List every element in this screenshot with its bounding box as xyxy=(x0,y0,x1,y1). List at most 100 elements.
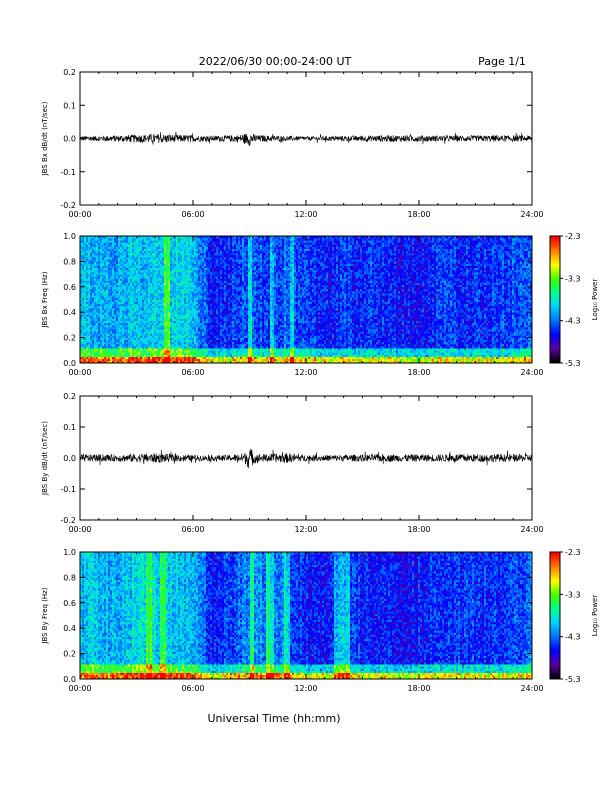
heatmap-cell xyxy=(112,352,114,354)
heatmap-cell xyxy=(148,238,150,240)
heatmap-cell xyxy=(142,300,144,302)
heatmap-cell xyxy=(168,340,170,342)
heatmap-cell xyxy=(198,274,200,276)
heatmap-cell xyxy=(98,333,100,335)
heatmap-cell xyxy=(114,278,116,280)
heatmap-cell xyxy=(206,274,208,276)
heatmap-cell xyxy=(208,270,210,272)
heatmap-cell xyxy=(134,306,136,308)
heatmap-cell xyxy=(94,276,96,278)
heatmap-cell xyxy=(226,344,228,346)
heatmap-cell xyxy=(98,255,100,257)
heatmap-cell xyxy=(236,253,238,255)
heatmap-cell xyxy=(98,249,100,251)
heatmap-cell xyxy=(186,346,188,348)
heatmap-cell xyxy=(120,242,122,244)
heatmap-cell xyxy=(124,240,126,242)
heatmap-cell xyxy=(112,295,114,297)
heatmap-cell xyxy=(194,316,196,318)
heatmap-cell xyxy=(106,316,108,318)
heatmap-cell xyxy=(178,357,180,359)
heatmap-cell xyxy=(224,323,226,325)
heatmap-cell xyxy=(146,251,148,253)
heatmap-cell xyxy=(106,251,108,253)
heatmap-cell xyxy=(206,295,208,297)
heatmap-cell xyxy=(220,331,222,333)
heatmap-cell xyxy=(184,259,186,261)
heatmap-cell xyxy=(116,327,118,329)
heatmap-cell xyxy=(208,251,210,253)
heatmap-cell xyxy=(214,308,216,310)
heatmap-cell xyxy=(180,319,182,321)
heatmap-cell xyxy=(204,304,206,306)
heatmap-cell xyxy=(124,259,126,261)
heatmap-cell xyxy=(100,240,102,242)
heatmap-cell xyxy=(192,312,194,314)
heatmap-cell xyxy=(172,285,174,287)
heatmap-cell xyxy=(128,338,130,340)
heatmap-cell xyxy=(126,240,128,242)
heatmap-cell xyxy=(170,333,172,335)
heatmap-cell xyxy=(242,293,244,295)
heatmap-cell xyxy=(218,280,220,282)
heatmap-cell xyxy=(140,308,142,310)
heatmap-cell xyxy=(204,327,206,329)
heatmap-cell xyxy=(146,255,148,257)
heatmap-cell xyxy=(232,319,234,321)
heatmap-cell xyxy=(108,297,110,299)
heatmap-cell xyxy=(220,312,222,314)
heatmap-cell xyxy=(156,293,158,295)
heatmap-cell xyxy=(242,338,244,340)
heatmap-cell xyxy=(214,331,216,333)
heatmap-cell xyxy=(82,357,84,359)
heatmap-cell xyxy=(176,302,178,304)
heatmap-cell xyxy=(188,240,190,242)
heatmap-cell xyxy=(200,278,202,280)
heatmap-cell xyxy=(182,308,184,310)
heatmap-cell xyxy=(168,242,170,244)
heatmap-cell xyxy=(120,253,122,255)
heatmap-cell xyxy=(154,270,156,272)
heatmap-cell xyxy=(242,268,244,270)
heatmap-cell xyxy=(212,287,214,289)
heatmap-cell xyxy=(166,283,168,285)
heatmap-cell xyxy=(92,291,94,293)
heatmap-cell xyxy=(142,335,144,337)
heatmap-cell xyxy=(130,253,132,255)
heatmap-cell xyxy=(182,312,184,314)
heatmap-cell xyxy=(90,278,92,280)
heatmap-cell xyxy=(96,247,98,249)
heatmap-cell xyxy=(102,312,104,314)
heatmap-cell xyxy=(222,352,224,354)
heatmap-cell xyxy=(86,274,88,276)
heatmap-cell xyxy=(170,261,172,263)
heatmap-cell xyxy=(228,264,230,266)
heatmap-cell xyxy=(112,242,114,244)
heatmap-cell xyxy=(186,340,188,342)
heatmap-cell xyxy=(122,247,124,249)
heatmap-cell xyxy=(132,283,134,285)
heatmap-cell xyxy=(226,238,228,240)
heatmap-cell xyxy=(134,308,136,310)
heatmap-cell xyxy=(242,295,244,297)
heatmap-cell xyxy=(240,261,242,263)
heatmap-cell xyxy=(186,272,188,274)
heatmap-cell xyxy=(136,297,138,299)
heatmap-cell xyxy=(102,342,104,344)
heatmap-cell xyxy=(142,359,144,361)
heatmap-cell xyxy=(192,344,194,346)
heatmap-cell xyxy=(224,238,226,240)
heatmap-cell xyxy=(206,331,208,333)
heatmap-cell xyxy=(156,259,158,261)
heatmap-cell xyxy=(146,287,148,289)
heatmap-cell xyxy=(132,348,134,350)
heatmap-cell xyxy=(82,319,84,321)
heatmap-cell xyxy=(178,244,180,246)
heatmap-cell xyxy=(118,333,120,335)
heatmap-cell xyxy=(94,329,96,331)
heatmap-cell xyxy=(162,346,164,348)
heatmap-cell xyxy=(206,244,208,246)
heatmap-cell xyxy=(222,255,224,257)
heatmap-cell xyxy=(128,276,130,278)
heatmap-cell xyxy=(232,240,234,242)
